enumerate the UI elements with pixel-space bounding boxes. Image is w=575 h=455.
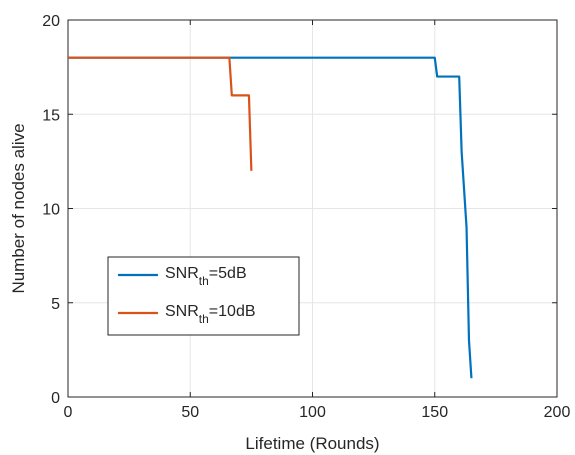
- legend-label-tail: =10dB: [209, 303, 256, 320]
- legend-label-subscript: th: [199, 312, 209, 326]
- series-line-1: [68, 56, 253, 171]
- y-tick-label: 15: [42, 107, 60, 124]
- y-tick-label: 5: [51, 296, 60, 313]
- legend-label-tail: =5dB: [209, 265, 247, 282]
- series-line-0: [68, 56, 473, 379]
- legend-label-subscript: th: [199, 274, 209, 288]
- y-tick-label: 10: [42, 202, 60, 219]
- y-axis-label: Number of nodes alive: [9, 123, 28, 293]
- x-tick-label: 0: [64, 404, 73, 421]
- x-tick-label: 50: [181, 404, 199, 421]
- x-tick-label: 200: [544, 404, 571, 421]
- y-tick-label: 20: [42, 13, 60, 30]
- legend-label-base: SNR: [165, 265, 199, 282]
- legend-label-0: SNRth=5dB: [165, 265, 247, 288]
- x-tick-label: 150: [421, 404, 448, 421]
- x-axis-label: Lifetime (Rounds): [245, 434, 379, 453]
- x-tick-label: 100: [299, 404, 326, 421]
- legend-box: [107, 256, 300, 336]
- series-lines: [68, 56, 473, 379]
- legend-label-base: SNR: [165, 303, 199, 320]
- ticks: 0 50 100 150 200 0 5 10 15 20: [42, 13, 570, 421]
- grid: [67, 19, 558, 398]
- y-tick-label: 0: [51, 390, 60, 407]
- legend-label-1: SNRth=10dB: [165, 303, 256, 326]
